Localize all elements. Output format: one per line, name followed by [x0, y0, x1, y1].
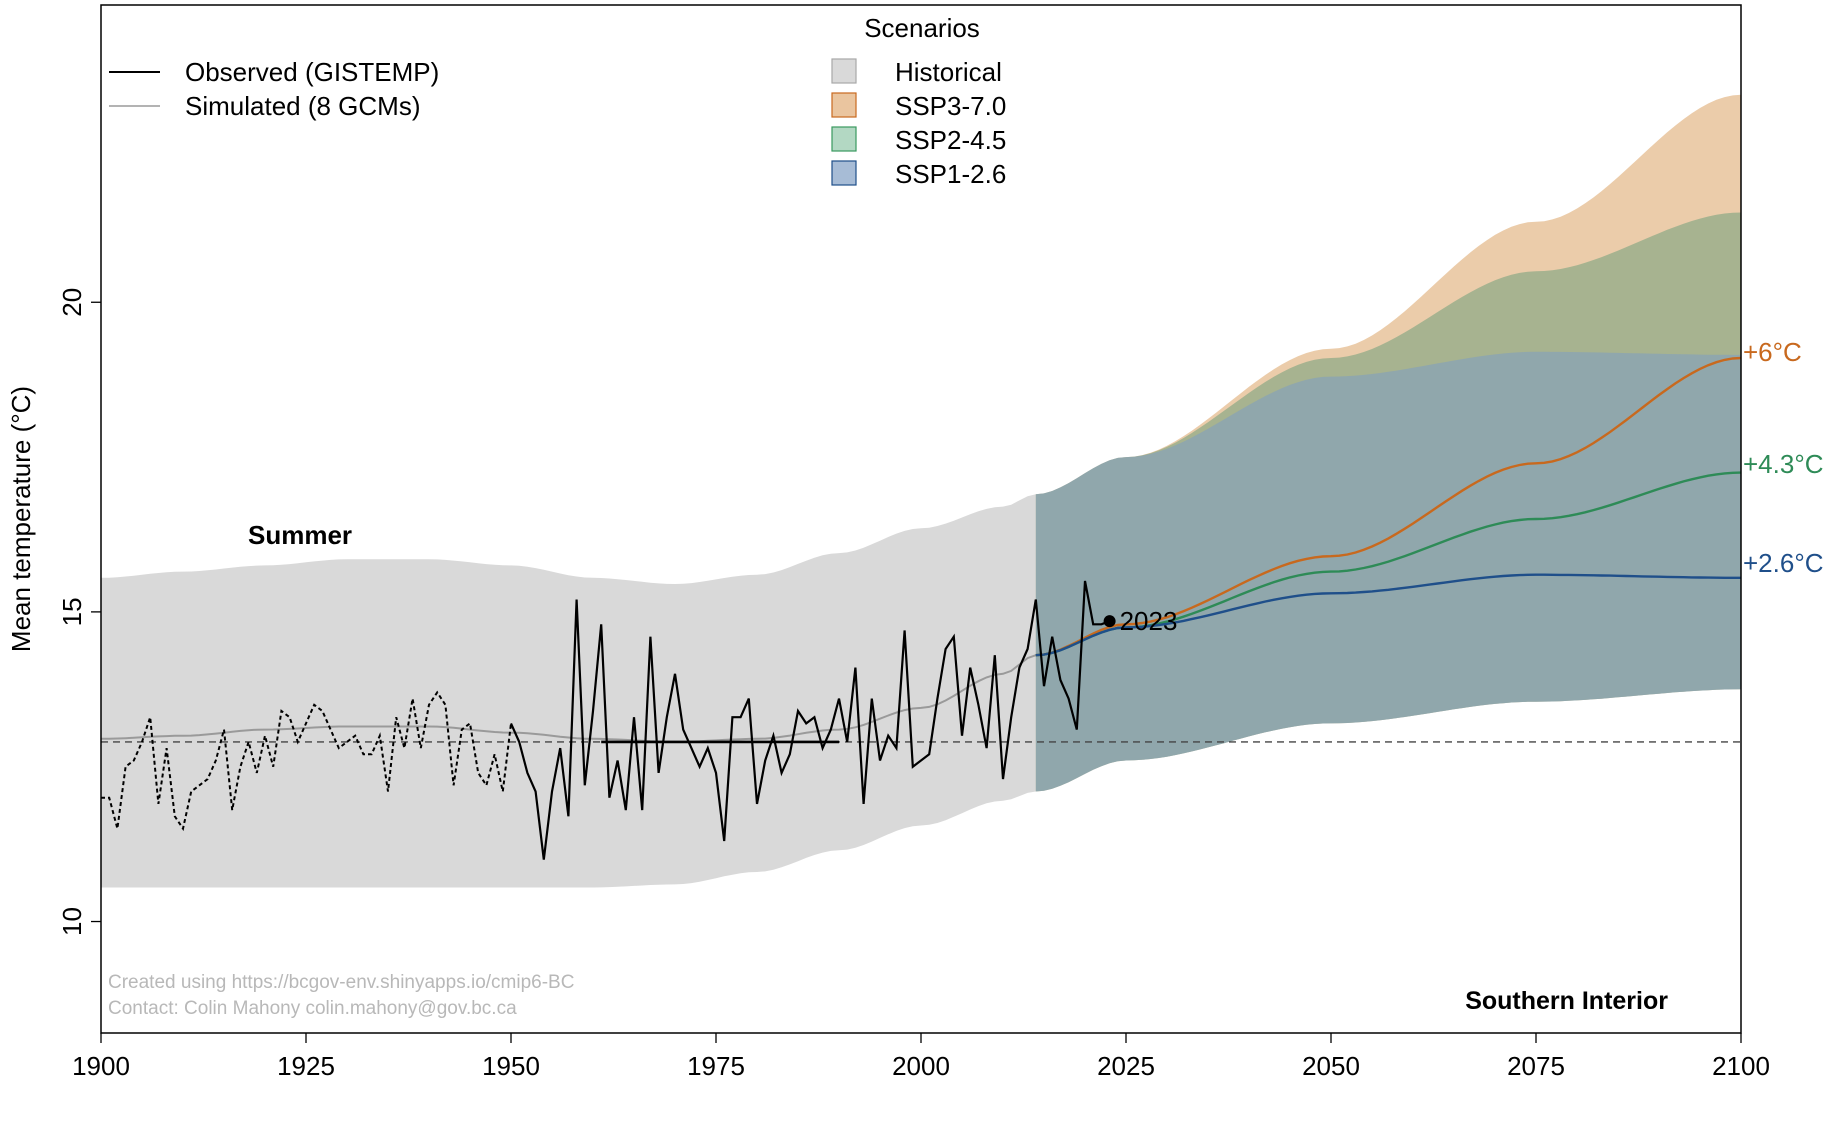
legend-simulated-label: Simulated (8 GCMs)	[185, 91, 421, 121]
x-tick-label-1900: 1900	[72, 1051, 130, 1081]
x-tick-label-1950: 1950	[482, 1051, 540, 1081]
season-label: Summer	[248, 520, 352, 550]
legend-ssp370-swatch	[831, 92, 857, 118]
line-legend: Observed (GISTEMP) Simulated (8 GCMs)	[109, 57, 439, 121]
x-tick-label-2075: 2075	[1507, 1051, 1565, 1081]
plot-area	[101, 94, 1741, 888]
scenario-legend: Scenarios Historical SSP3-7.0 SSP2-4.5 S…	[831, 13, 1006, 189]
simulated-mean-line	[101, 654, 1037, 743]
x-tick-label-2100: 2100	[1712, 1051, 1770, 1081]
legend-ssp245-label: SSP2-4.5	[895, 125, 1006, 155]
credit-line-1: Created using https://bcgov-env.shinyapp…	[108, 972, 574, 993]
legend-observed-label: Observed (GISTEMP)	[185, 57, 439, 87]
mean-line-ssp126	[1035, 573, 1741, 657]
legend-ssp370-label: SSP3-7.0	[895, 91, 1006, 121]
credit-line-2: Contact: Colin Mahony colin.mahony@gov.b…	[108, 998, 517, 1019]
x-tick-label-1975: 1975	[687, 1051, 745, 1081]
x-tick-label-2050: 2050	[1302, 1051, 1360, 1081]
legend-ssp126-swatch	[831, 160, 857, 186]
legend-ssp126-label: SSP1-2.6	[895, 159, 1006, 189]
end-label-ssp370: +6°C	[1743, 337, 1802, 367]
axes: 1900 1925 1950 1975 2000 2025 2050 2075 2100 10 15…	[57, 288, 1770, 1081]
region-label: Southern Interior	[1465, 987, 1668, 1015]
observed-line-post1950	[509, 580, 1110, 860]
highlight-point-label: 2023	[1120, 606, 1178, 636]
y-axis-label: Mean temperature (°C)	[6, 386, 36, 652]
scenario-legend-title: Scenarios	[864, 13, 980, 43]
legend-historical-label: Historical	[895, 57, 1002, 87]
historical-band	[101, 494, 1036, 888]
y-tick-label-20: 20	[57, 288, 87, 317]
x-tick-label-2000: 2000	[892, 1051, 950, 1081]
legend-historical-swatch	[831, 58, 857, 84]
end-label-ssp245: +4.3°C	[1743, 449, 1824, 479]
highlight-point	[1103, 615, 1116, 628]
y-tick-label-15: 15	[57, 597, 87, 626]
x-tick-label-2025: 2025	[1097, 1051, 1155, 1081]
y-tick-label-10: 10	[57, 907, 87, 936]
end-label-ssp126: +2.6°C	[1743, 548, 1824, 578]
mean-line-ssp370	[1035, 356, 1741, 657]
observed-line-pre1950	[101, 690, 512, 832]
band-ssp126	[1035, 351, 1741, 792]
x-tick-label-1925: 1925	[277, 1051, 335, 1081]
plot-frame	[100, 4, 1742, 1034]
legend-ssp245-swatch	[831, 126, 857, 152]
